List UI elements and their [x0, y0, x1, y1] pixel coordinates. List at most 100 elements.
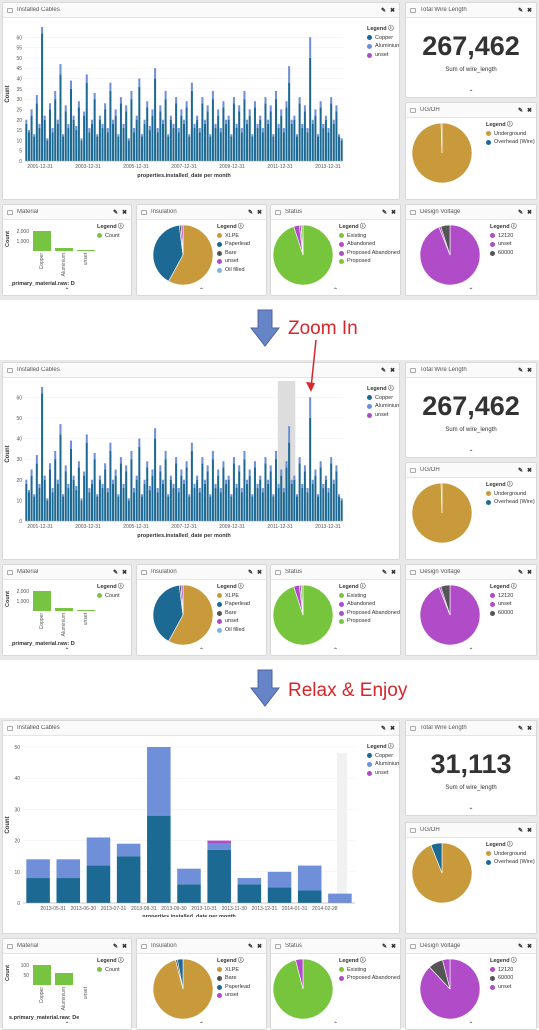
bar-aluminium[interactable] — [140, 494, 143, 497]
bar-copper[interactable] — [175, 463, 178, 521]
bar-aluminium[interactable] — [54, 450, 57, 460]
bar-aluminium[interactable] — [167, 134, 170, 137]
legend-item[interactable]: unset — [490, 240, 517, 249]
bar-copper[interactable] — [290, 483, 293, 521]
bar-aluminium[interactable] — [96, 494, 99, 497]
bar-aluminium[interactable] — [122, 483, 125, 489]
bar-aluminium[interactable] — [282, 128, 285, 133]
bar-aluminium[interactable] — [26, 859, 50, 879]
collapse-chevron-icon[interactable]: ⌃ — [468, 808, 474, 814]
bar-aluminium[interactable] — [314, 109, 317, 116]
bar-aluminium[interactable] — [138, 438, 141, 447]
bar-copper[interactable] — [288, 442, 291, 521]
legend-item[interactable]: Bare — [217, 974, 250, 983]
bar-aluminium[interactable] — [204, 119, 207, 124]
pie-slice[interactable] — [180, 224, 184, 256]
bar-aluminium[interactable] — [64, 465, 67, 472]
bar-copper[interactable] — [161, 483, 164, 521]
bar-copper[interactable] — [330, 463, 333, 521]
bar-aluminium[interactable] — [59, 424, 62, 435]
bar-aluminium[interactable] — [69, 80, 73, 89]
bar-aluminium[interactable] — [332, 479, 335, 484]
bar-copper[interactable] — [88, 492, 91, 521]
bar-copper[interactable] — [211, 99, 214, 161]
bar-copper[interactable] — [298, 103, 301, 161]
bar-copper[interactable] — [238, 471, 241, 521]
close-icon[interactable]: ✖ — [121, 943, 127, 950]
close-icon[interactable]: ✖ — [526, 943, 532, 950]
bar-aluminium[interactable] — [248, 469, 251, 476]
close-icon[interactable]: ✖ — [526, 367, 532, 374]
bar-aluminium[interactable] — [204, 479, 207, 484]
bar-aluminium[interactable] — [230, 134, 233, 137]
bar-aluminium[interactable] — [340, 498, 343, 501]
bar-copper[interactable] — [335, 111, 338, 161]
legend-item[interactable]: Abandoned — [339, 600, 400, 609]
bar-aluminium[interactable] — [154, 428, 157, 439]
bar-aluminium[interactable] — [272, 134, 275, 137]
collapse-chevron-icon[interactable]: ⌃ — [332, 288, 339, 294]
bar-copper[interactable] — [204, 483, 207, 521]
bar-aluminium[interactable] — [193, 483, 196, 489]
bar-aluminium[interactable] — [293, 475, 296, 480]
close-icon[interactable]: ✖ — [121, 209, 127, 216]
bar-aluminium[interactable] — [30, 469, 33, 476]
bar-copper[interactable] — [306, 132, 309, 161]
bar-aluminium[interactable] — [88, 488, 91, 493]
bar-aluminium[interactable] — [146, 461, 149, 468]
bar-aluminium[interactable] — [33, 494, 36, 497]
bar-aluminium[interactable] — [285, 461, 288, 468]
bar-copper[interactable] — [72, 479, 75, 521]
pie-slice[interactable] — [295, 958, 304, 990]
bar-aluminium[interactable] — [125, 465, 128, 472]
bar-aluminium[interactable] — [41, 27, 44, 34]
bar-aluminium[interactable] — [298, 457, 301, 464]
legend-item[interactable]: Oil filled — [217, 626, 250, 635]
bar-copper[interactable] — [297, 890, 322, 903]
bar-copper[interactable] — [214, 488, 217, 521]
legend-item[interactable]: unset — [217, 257, 250, 266]
bar-aluminium[interactable] — [214, 123, 217, 129]
bar-copper[interactable] — [125, 471, 128, 521]
bar-copper[interactable] — [285, 107, 288, 161]
bar-aluminium[interactable] — [109, 82, 112, 91]
bar-aluminium[interactable] — [135, 115, 138, 120]
bar-copper[interactable] — [146, 107, 149, 161]
bar-copper[interactable] — [135, 479, 138, 521]
bar-aluminium[interactable] — [198, 128, 201, 133]
bar-copper[interactable] — [96, 496, 99, 521]
bar-copper[interactable] — [207, 849, 231, 903]
bar-copper[interactable] — [127, 140, 130, 161]
bar-aluminium[interactable] — [232, 97, 235, 104]
bar-copper[interactable] — [33, 496, 36, 521]
bar-aluminium[interactable] — [177, 488, 180, 493]
bar-copper[interactable] — [293, 479, 296, 521]
bar-copper[interactable] — [156, 132, 159, 161]
bar-unset[interactable] — [207, 840, 231, 844]
bar-copper[interactable] — [140, 136, 143, 161]
edit-icon[interactable]: ✎ — [380, 725, 386, 732]
bar-aluminium[interactable] — [91, 119, 94, 124]
bar-aluminium[interactable] — [98, 475, 101, 480]
legend-item[interactable]: 12120 — [490, 232, 517, 241]
bar-copper[interactable] — [69, 88, 73, 161]
bar-copper[interactable] — [209, 496, 212, 521]
bar-copper[interactable] — [125, 111, 128, 161]
bar-copper[interactable] — [198, 492, 201, 521]
bar-aluminium[interactable] — [67, 123, 70, 129]
bar-copper[interactable] — [225, 483, 228, 521]
bar-copper[interactable] — [280, 115, 283, 161]
bar-copper[interactable] — [204, 123, 207, 161]
edit-icon[interactable]: ✎ — [517, 209, 523, 216]
bar-aluminium[interactable] — [190, 442, 193, 451]
bar-copper[interactable] — [261, 132, 264, 161]
legend-item[interactable]: Underground — [486, 850, 535, 859]
bar-copper[interactable] — [188, 496, 191, 521]
bar-copper[interactable] — [306, 492, 309, 521]
bar-aluminium[interactable] — [159, 105, 162, 112]
bar-copper[interactable] — [225, 123, 228, 161]
bar-copper[interactable] — [117, 136, 120, 161]
bar-copper[interactable] — [227, 479, 230, 521]
bar-aluminium[interactable] — [290, 479, 293, 484]
bar-aluminium[interactable] — [222, 461, 225, 468]
